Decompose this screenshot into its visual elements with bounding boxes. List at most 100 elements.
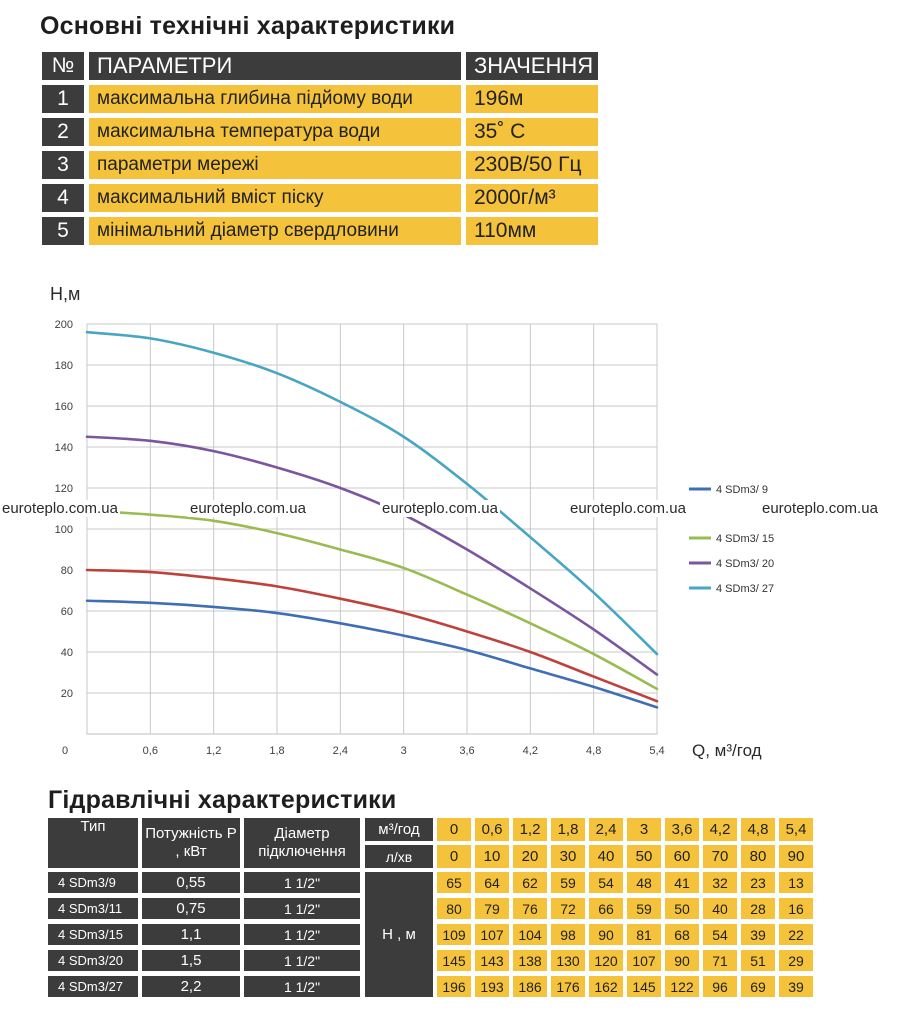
head-value-cell: 59 — [551, 872, 585, 893]
flow-m3-cell: 3 — [627, 818, 661, 841]
head-value-cell: 130 — [551, 950, 585, 971]
head-value-cell: 39 — [741, 924, 775, 945]
model-power-cell: 2,2 — [142, 976, 240, 997]
column-header-type: Тип — [48, 818, 138, 868]
head-value-cell: 54 — [589, 872, 623, 893]
specs-row-param: максимальний вміст піску — [89, 184, 461, 212]
head-value-cell: 193 — [475, 976, 509, 997]
specs-row: 2 максимальна температура води 35˚ С — [42, 118, 598, 146]
head-value-cell: 13 — [779, 872, 813, 893]
x-axis-label: Q, м³/год — [692, 741, 762, 760]
x-tick-label: 5,4 — [649, 745, 664, 757]
flow-lmin-cell: 20 — [513, 845, 547, 868]
head-value-cell: 28 — [741, 898, 775, 919]
head-value-cell: 98 — [551, 924, 585, 945]
specs-row-value: 196м — [466, 85, 598, 113]
specs-row-param: мінімальний діаметр свердловини — [89, 217, 461, 245]
head-value-cell: 64 — [475, 872, 509, 893]
model-power-cell: 1,1 — [142, 924, 240, 945]
legend-entry: 4 SDm3/ 27 — [716, 583, 774, 595]
legend-entry: 4 SDm3/ 20 — [716, 558, 774, 570]
head-value-cell: 62 — [513, 872, 547, 893]
head-value-cell: 107 — [627, 950, 661, 971]
head-value-cell: 122 — [665, 976, 699, 997]
specs-row-value: 230В/50 Гц — [466, 151, 598, 179]
specs-row-num: 4 — [42, 184, 84, 212]
specs-row: 4 максимальний вміст піску 2000г/м³ — [42, 184, 598, 212]
row-header-head: Н , м — [365, 872, 433, 997]
head-value-cell: 96 — [703, 976, 737, 997]
x-tick-label: 2,4 — [333, 745, 348, 757]
hydraulic-title: Гідравлічні характеристики — [48, 786, 397, 814]
specs-row-param: максимальна глибина підйому води — [89, 85, 461, 113]
flow-m3-cell: 2,4 — [589, 818, 623, 841]
head-value-cell: 50 — [665, 898, 699, 919]
column-header-diameter: Діаметр підключення — [244, 818, 360, 868]
flow-m3-cell: 4,2 — [703, 818, 737, 841]
flow-lmin-cell: 70 — [703, 845, 737, 868]
flow-lmin-cell: 90 — [779, 845, 813, 868]
watermark-strip: euroteplo.com.ua euroteplo.com.ua eurotepl… — [0, 500, 905, 520]
specs-row-param: максимальна температура води — [89, 118, 461, 146]
x-tick-label: 0 — [62, 745, 68, 757]
model-diameter-cell: 1 1/2" — [244, 872, 360, 893]
head-value-cell: 186 — [513, 976, 547, 997]
head-value-cell: 138 — [513, 950, 547, 971]
head-value-cell: 23 — [741, 872, 775, 893]
head-value-cell: 104 — [513, 924, 547, 945]
head-value-cell: 51 — [741, 950, 775, 971]
specs-title: Основні технічні характеристики — [40, 12, 456, 40]
model-type-cell: 4 SDm3/27 — [48, 976, 138, 997]
specs-row-num: 3 — [42, 151, 84, 179]
head-value-cell: 145 — [437, 950, 471, 971]
head-value-cell: 65 — [437, 872, 471, 893]
head-value-cell: 176 — [551, 976, 585, 997]
y-tick-label: 60 — [61, 606, 73, 618]
series-line — [85, 330, 659, 656]
head-value-cell: 120 — [589, 950, 623, 971]
model-power-cell: 0,55 — [142, 872, 240, 893]
flow-lmin-cell: 10 — [475, 845, 509, 868]
x-tick-label: 1,2 — [206, 745, 221, 757]
head-value-cell: 90 — [589, 924, 623, 945]
row-header-flow-m3: м³/год — [365, 818, 433, 841]
specs-row-num: 2 — [42, 118, 84, 146]
model-diameter-cell: 1 1/2" — [244, 898, 360, 919]
series-line — [85, 435, 659, 676]
watermark-text: euroteplo.com.ua — [760, 500, 880, 517]
head-value-cell: 16 — [779, 898, 813, 919]
model-type-cell: 4 SDm3/15 — [48, 924, 138, 945]
head-value-cell: 54 — [703, 924, 737, 945]
legend-entry: 4 SDm3/ 9 — [716, 484, 768, 496]
model-power-cell: 1,5 — [142, 950, 240, 971]
series-line — [85, 599, 659, 709]
y-tick-label: 160 — [55, 401, 73, 413]
flow-m3-cell: 3,6 — [665, 818, 699, 841]
flow-m3-cell: 1,2 — [513, 818, 547, 841]
y-tick-label: 200 — [55, 319, 73, 331]
specs-row-num: 1 — [42, 85, 84, 113]
model-type-cell: 4 SDm3/9 — [48, 872, 138, 893]
x-tick-label: 4,8 — [586, 745, 601, 757]
specs-row: 1 максимальна глибина підйому води 196м — [42, 85, 598, 113]
specs-header-value: ЗНАЧЕННЯ — [466, 52, 598, 80]
flow-lmin-cell: 60 — [665, 845, 699, 868]
flow-m3-cell: 1,8 — [551, 818, 585, 841]
x-tick-label: 3 — [401, 745, 407, 757]
column-header-power: Потужність Р , кВт — [142, 818, 240, 868]
specs-row-value: 2000г/м³ — [466, 184, 598, 212]
head-value-cell: 76 — [513, 898, 547, 919]
head-value-cell: 69 — [741, 976, 775, 997]
y-tick-label: 80 — [61, 565, 73, 577]
specs-row-value: 35˚ С — [466, 118, 598, 146]
flow-lmin-cell: 80 — [741, 845, 775, 868]
specs-row: 5 мінімальний діаметр свердловини 110мм — [42, 217, 598, 245]
specs-row-param: параметри мережі — [89, 151, 461, 179]
y-tick-label: 180 — [55, 360, 73, 372]
head-value-cell: 90 — [665, 950, 699, 971]
head-value-cell: 68 — [665, 924, 699, 945]
legend-entry: 4 SDm3/ 15 — [716, 533, 774, 545]
head-value-cell: 32 — [703, 872, 737, 893]
x-tick-label: 1,8 — [269, 745, 284, 757]
head-value-cell: 72 — [551, 898, 585, 919]
